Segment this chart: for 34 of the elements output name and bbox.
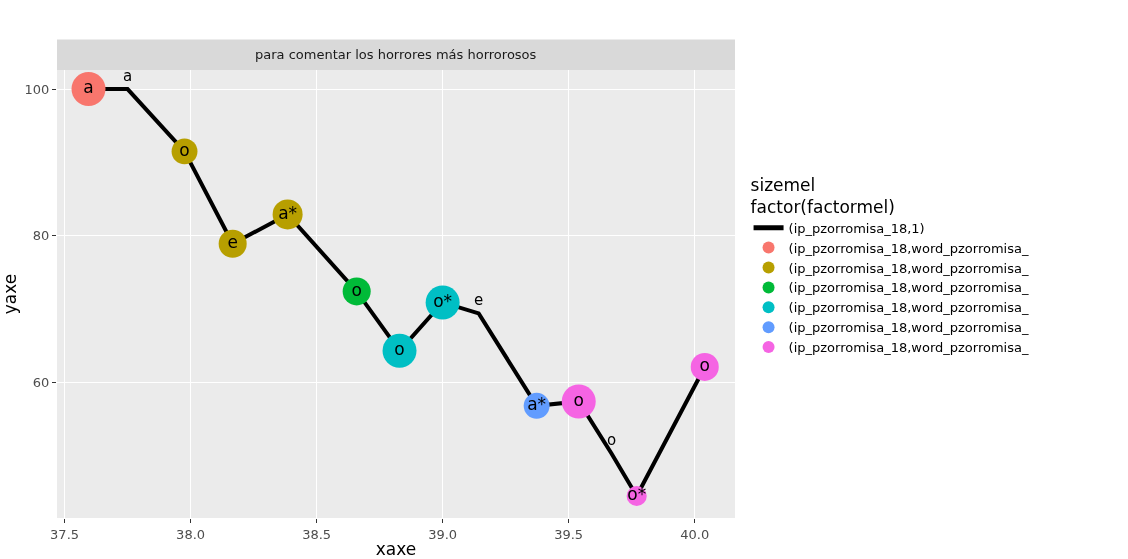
data-label: o (699, 355, 710, 376)
x-tick-label: 38.0 (176, 526, 206, 542)
chart-title: para comentar los horrores más horrorosos (255, 47, 537, 62)
data-label: a (83, 77, 94, 98)
data-label: o (573, 389, 584, 410)
data-label: o (179, 139, 190, 160)
y-tick-label: 80 (32, 228, 50, 244)
data-label: a* (278, 202, 298, 223)
y-tick-label: 100 (24, 81, 50, 97)
data-label: o (351, 279, 362, 300)
data-label: e (227, 232, 238, 253)
y-tick-label: 60 (32, 374, 50, 390)
legend-label: (ip_pzorromisa_18,word_pzorromisa_ (788, 340, 1029, 356)
legend-label: (ip_pzorromisa_18,word_pzorromisa_ (788, 300, 1029, 316)
legend-title: sizemel factor(factormel) (750, 174, 895, 217)
data-label: o* (433, 290, 453, 311)
data-label: o* (627, 484, 647, 505)
legend-label: (ip_pzorromisa_18,word_pzorromisa_ (788, 260, 1029, 276)
legend-label: (ip_pzorromisa_18,word_pzorromisa_ (788, 320, 1029, 336)
annotation: o (607, 431, 617, 449)
legend-label: (ip_pzorromisa_18,word_pzorromisa_ (788, 240, 1029, 256)
annotation: e (474, 291, 484, 309)
y-axis-title: yaxe (0, 273, 20, 315)
x-tick-label: 39.5 (554, 526, 584, 542)
x-tick-label: 38.5 (302, 526, 332, 542)
x-tick-label: 37.5 (50, 526, 80, 542)
x-axis-title: xaxe (375, 539, 417, 559)
data-label: a* (527, 394, 547, 415)
annotation: a (123, 67, 133, 85)
legend-label: (ip_pzorromisa_18,1) (788, 220, 925, 236)
x-tick-label: 40.0 (680, 526, 710, 542)
data-label: o (394, 339, 405, 360)
legend-label: (ip_pzorromisa_18,word_pzorromisa_ (788, 280, 1029, 296)
x-tick-label: 39.0 (428, 526, 458, 542)
